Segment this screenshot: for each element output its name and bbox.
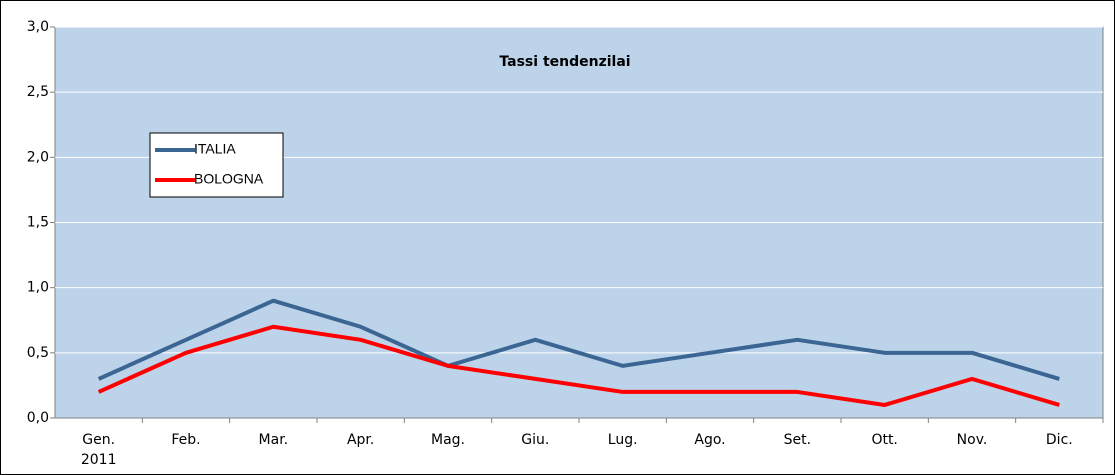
x-tick-label: Ago. [694, 432, 725, 448]
legend-label: ITALIA [194, 141, 236, 157]
x-tick-label: Giu. [521, 432, 549, 448]
x-tick-label: Nov. [957, 432, 988, 448]
chart-title: Tassi tendenzilai [499, 54, 630, 70]
y-tick-label: 2,0 [27, 149, 49, 165]
x-tick-label: Apr. [347, 432, 374, 448]
y-tick-label: 2,5 [27, 84, 49, 100]
x-tick-label: Mar. [259, 432, 289, 448]
y-tick-label: 1,0 [27, 280, 49, 296]
x-tick-label: Lug. [608, 432, 638, 448]
y-tick-label: 0,5 [27, 345, 49, 361]
x-tick-label: Set. [784, 432, 811, 448]
legend [149, 132, 284, 198]
x-tick-label: Dic. [1046, 432, 1073, 448]
x-tick-sublabel: 2011 [81, 452, 117, 468]
legend-label: BOLOGNA [194, 171, 264, 187]
y-tick-label: 3,0 [27, 19, 49, 35]
y-tick-label: 0,0 [27, 410, 49, 426]
series-line [97, 298, 1060, 381]
series-line [97, 324, 1060, 407]
x-tick-label: Ott. [871, 432, 897, 448]
y-tick-label: 1,5 [27, 215, 49, 231]
x-tick-label: Gen. [82, 432, 115, 448]
x-tick-label: Mag. [431, 432, 465, 448]
x-tick-label: Feb. [171, 432, 200, 448]
